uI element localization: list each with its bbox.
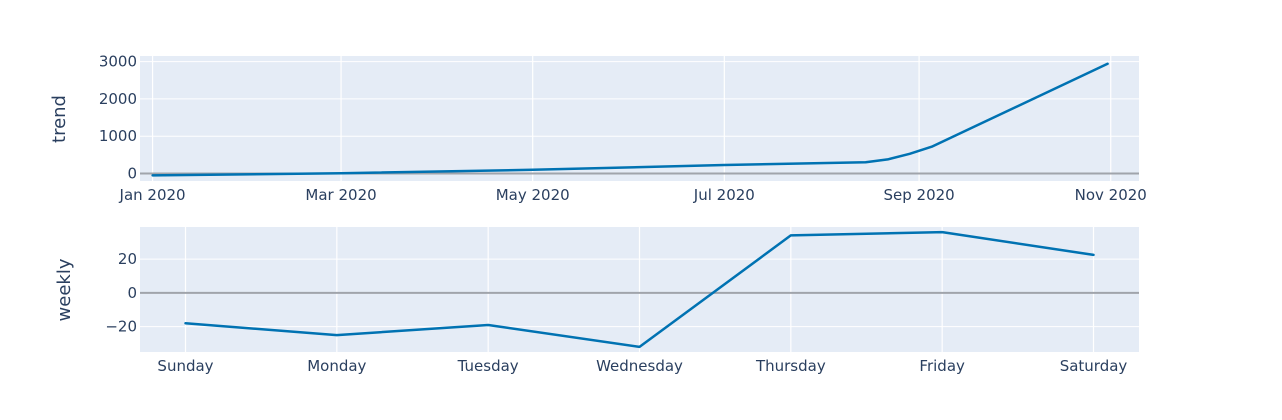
trend-y-tick-label: 1000 [99, 127, 137, 145]
weekly-x-tick-label: Sunday [157, 357, 213, 375]
trend-x-tick-label: Sep 2020 [883, 186, 954, 204]
trend-x-tick-label: Mar 2020 [305, 186, 376, 204]
weekly-x-tick-label: Monday [307, 357, 366, 375]
trend-x-tick-label: Jul 2020 [693, 186, 755, 204]
trend-series-line [151, 62, 1109, 177]
trend-x-tick-label: Nov 2020 [1075, 186, 1147, 204]
weekly-x-tick-label: Wednesday [596, 357, 683, 375]
trend-y-tick-label: 3000 [99, 53, 137, 71]
weekly-panel: −20 0 20 Sunday Monday Tuesday Wednesday Thursd… [54, 227, 1139, 375]
weekly-x-tick-label: Friday [919, 357, 965, 375]
weekly-y-tick-label: −20 [105, 318, 137, 336]
trend-plot-area [140, 56, 1139, 181]
trend-y-tick-label: 2000 [99, 90, 137, 108]
weekly-x-tick-label: Saturday [1060, 357, 1128, 375]
weekly-series-line [184, 230, 1095, 349]
trend-x-tick-label: Jan 2020 [119, 186, 186, 204]
weekly-x-tick-label: Tuesday [457, 357, 519, 375]
weekly-y-tick-label: 20 [118, 250, 137, 268]
trend-panel: 0 1000 2000 3000 Jan 2020 Mar 2020 May 2020 Jul… [49, 53, 1147, 204]
trend-y-axis-label: trend [49, 95, 70, 143]
trend-x-tick-label: May 2020 [496, 186, 570, 204]
trend-y-tick-label: 0 [127, 165, 137, 183]
weekly-y-axis-label: weekly [54, 258, 75, 321]
weekly-y-tick-label: 0 [127, 284, 137, 302]
weekly-x-tick-label: Thursday [755, 357, 826, 375]
